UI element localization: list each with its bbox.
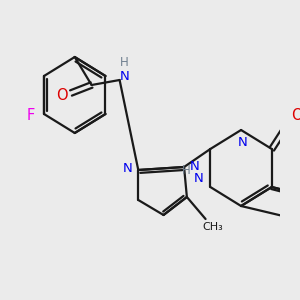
Text: F: F <box>27 107 35 122</box>
Text: H: H <box>120 56 129 70</box>
Text: N: N <box>238 136 248 148</box>
Text: H: H <box>182 164 190 178</box>
Text: CH₃: CH₃ <box>203 222 224 232</box>
Text: O: O <box>291 107 300 122</box>
Text: N: N <box>123 163 133 176</box>
Text: O: O <box>56 88 68 103</box>
Text: N: N <box>193 172 203 185</box>
Text: N: N <box>190 160 199 172</box>
Text: N: N <box>119 70 129 83</box>
